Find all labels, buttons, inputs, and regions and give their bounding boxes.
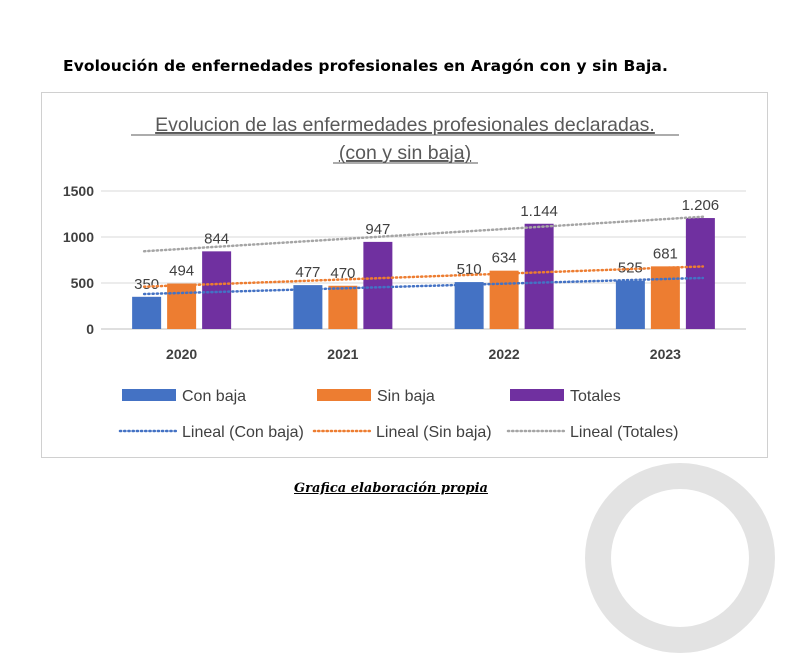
figure-caption: Grafica elaboración propia (294, 481, 488, 496)
y-tick-label: 1000 (63, 229, 94, 245)
chart-frame: Evolucion de las enfermedades profesiona… (41, 92, 768, 458)
x-tick-label: 2020 (166, 346, 197, 362)
data-label: 350 (134, 276, 159, 293)
bar-sin-baja (328, 285, 358, 329)
bar-totales (685, 218, 715, 329)
bar-con-baja (615, 280, 645, 329)
bar-con-baja (293, 285, 323, 329)
data-label: 634 (492, 250, 517, 267)
bar-con-baja (454, 282, 484, 329)
data-label: 681 (653, 245, 678, 262)
data-label: 1.144 (520, 203, 558, 220)
legend-swatch (317, 389, 371, 401)
legend-trend-label: Lineal (Totales) (570, 424, 679, 441)
y-tick-label: 500 (71, 275, 95, 291)
bar-chart: Evolucion de las enfermedades profesiona… (63, 114, 746, 441)
bar-sin-baja (167, 283, 197, 329)
trendline-lineal-con-baja- (142, 276, 705, 296)
legend-trend-label: Lineal (Con baja) (182, 424, 304, 441)
y-tick-label: 0 (86, 321, 94, 337)
bar-totales (363, 241, 393, 329)
legend-trend-label: Lineal (Sin baja) (376, 424, 492, 441)
trendline-lineal-sin-baja- (142, 265, 705, 288)
data-label: 470 (330, 265, 355, 282)
data-label: 947 (365, 221, 390, 238)
legend-swatch (510, 389, 564, 401)
y-tick-label: 1500 (63, 183, 94, 199)
data-label: 494 (169, 263, 194, 280)
data-label: 844 (204, 230, 229, 247)
x-tick-label: 2022 (489, 346, 520, 362)
bar-sin-baja (489, 270, 519, 329)
document-heading: Evoloución de enfernedades profesionales… (63, 57, 668, 75)
legend-label: Con baja (182, 388, 246, 405)
bar-totales (524, 223, 554, 329)
bar-totales (202, 251, 232, 329)
legend-swatch (122, 389, 176, 401)
legend-label: Totales (570, 388, 621, 405)
data-label: 477 (295, 264, 320, 281)
trendline-lineal-totales- (142, 215, 705, 253)
chart-title-line1: Evolucion de las enfermedades profesiona… (155, 114, 655, 136)
data-label: 1.206 (682, 197, 720, 214)
chart-title-line2: (con y sin baja) (339, 142, 471, 164)
bar-sin-baja (650, 266, 680, 329)
x-tick-label: 2023 (650, 346, 681, 362)
x-tick-label: 2021 (327, 346, 358, 362)
legend-label: Sin baja (377, 388, 435, 405)
bar-con-baja (132, 296, 162, 329)
